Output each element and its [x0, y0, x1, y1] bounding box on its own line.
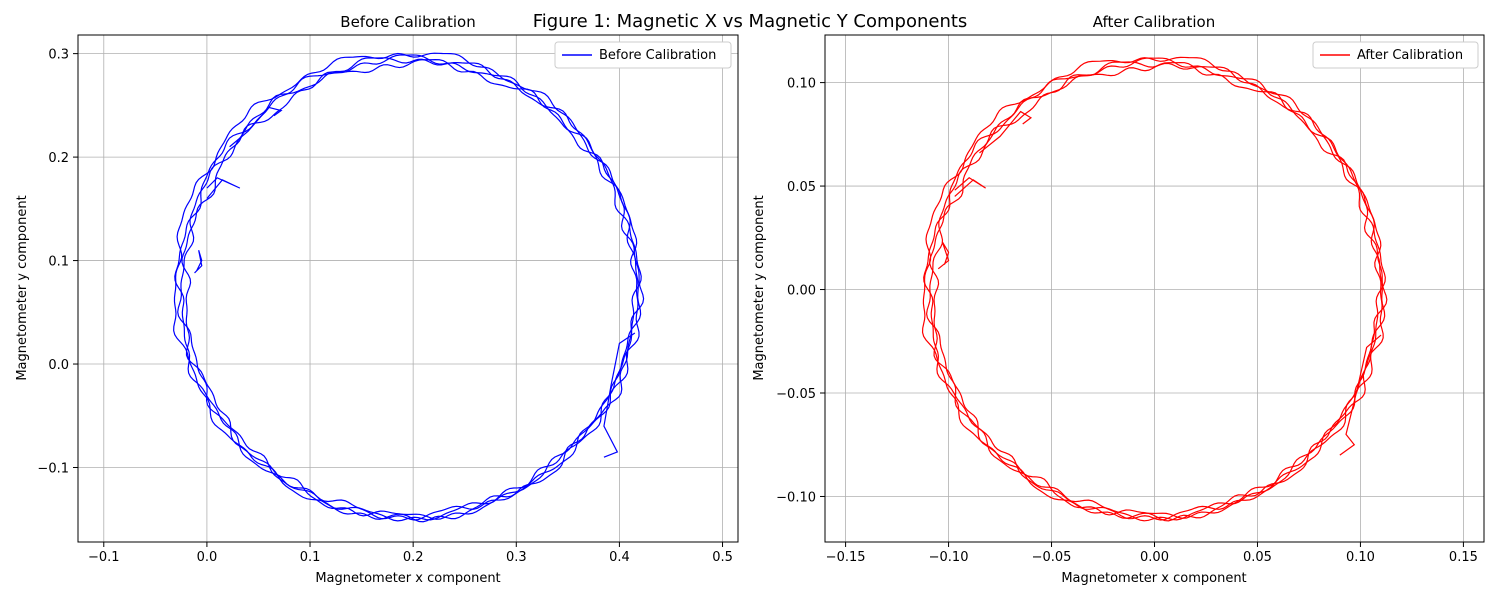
before-series-loop: [173, 52, 642, 522]
after-series-excursion: [979, 110, 1033, 154]
after-series-excursion: [954, 177, 986, 197]
after-legend-box: [1312, 41, 1479, 69]
after-x-tick-label: −0.15: [826, 550, 866, 565]
before-y-tick-label: 0.2: [48, 151, 69, 166]
after-x-tick-label: −0.05: [1032, 550, 1072, 565]
after-y-tick-label: 0.00: [787, 284, 816, 299]
after-calibration-panel: After Calibration −0.15 −0.10 −0.05 0.00 0.0…: [752, 13, 1485, 586]
before-x-tick-label: 0.0: [197, 550, 218, 565]
after-series-excursion: [1339, 334, 1382, 456]
before-x-ticks: −0.1 0.0 0.1 0.2 0.3 0.4 0.5: [88, 542, 733, 565]
after-legend: After Calibration: [1312, 41, 1479, 69]
after-x-tick-label: 0.10: [1346, 550, 1375, 565]
before-calibration-panel: Before Calibration −0.1 0.0 0.1 0.2 0.3 0.4 0.…: [15, 13, 739, 586]
after-plot-area: [921, 56, 1388, 522]
before-legend-label: Before Calibration: [599, 48, 716, 63]
before-x-tick-label: 0.3: [506, 550, 527, 565]
after-x-tick-label: 0.00: [1140, 550, 1169, 565]
before-series-excursion: [603, 332, 636, 458]
before-legend-box: [554, 41, 732, 69]
before-x-tick-label: 0.1: [300, 550, 321, 565]
before-x-tick-label: −0.1: [88, 550, 120, 565]
after-y-tick-label: 0.05: [787, 180, 816, 195]
before-x-tick-label: 0.5: [712, 550, 733, 565]
after-x-axis-label: Magnetometer x component: [1061, 571, 1246, 586]
before-panel-title: Before Calibration: [340, 13, 475, 31]
before-y-tick-label: 0.1: [48, 255, 69, 270]
after-series-excursion: [937, 241, 950, 270]
after-x-ticks: −0.15 −0.10 −0.05 0.00 0.05 0.10 0.15: [826, 542, 1478, 565]
figure-title: Figure 1: Magnetic X vs Magnetic Y Compo…: [533, 11, 968, 32]
before-y-ticks: −0.1 0.0 0.1 0.2 0.3: [37, 48, 78, 477]
before-legend: Before Calibration: [554, 41, 732, 69]
after-series-loop: [929, 61, 1388, 522]
after-grid: [825, 35, 1484, 542]
before-series-excursion: [229, 106, 283, 148]
before-y-tick-label: 0.0: [48, 358, 69, 373]
before-series-excursion: [194, 250, 203, 274]
before-x-tick-label: 0.4: [609, 550, 630, 565]
before-y-tick-label: −0.1: [37, 462, 69, 477]
before-grid: [78, 35, 738, 542]
after-y-tick-label: −0.10: [776, 490, 816, 505]
before-series-excursion: [206, 177, 241, 199]
after-y-tick-label: 0.10: [787, 77, 816, 92]
before-series-loop: [177, 57, 640, 521]
after-y-ticks: −0.10 −0.05 0.00 0.05 0.10: [776, 77, 825, 505]
after-series-loop: [923, 57, 1386, 519]
before-plot-area: [173, 52, 645, 523]
after-x-tick-label: −0.10: [929, 550, 969, 565]
after-series-loop: [926, 61, 1384, 521]
before-y-axis-label: Magnetometer y component: [15, 195, 30, 380]
before-x-tick-label: 0.2: [403, 550, 424, 565]
after-legend-label: After Calibration: [1357, 48, 1463, 63]
after-x-tick-label: 0.15: [1449, 550, 1478, 565]
after-y-tick-label: −0.05: [776, 387, 816, 402]
after-x-tick-label: 0.05: [1243, 550, 1272, 565]
before-y-tick-label: 0.3: [48, 48, 69, 63]
before-x-axis-label: Magnetometer x component: [315, 571, 500, 586]
after-panel-title: After Calibration: [1093, 13, 1215, 31]
after-y-axis-label: Magnetometer y component: [752, 195, 767, 380]
before-axes-frame: [77, 34, 739, 543]
